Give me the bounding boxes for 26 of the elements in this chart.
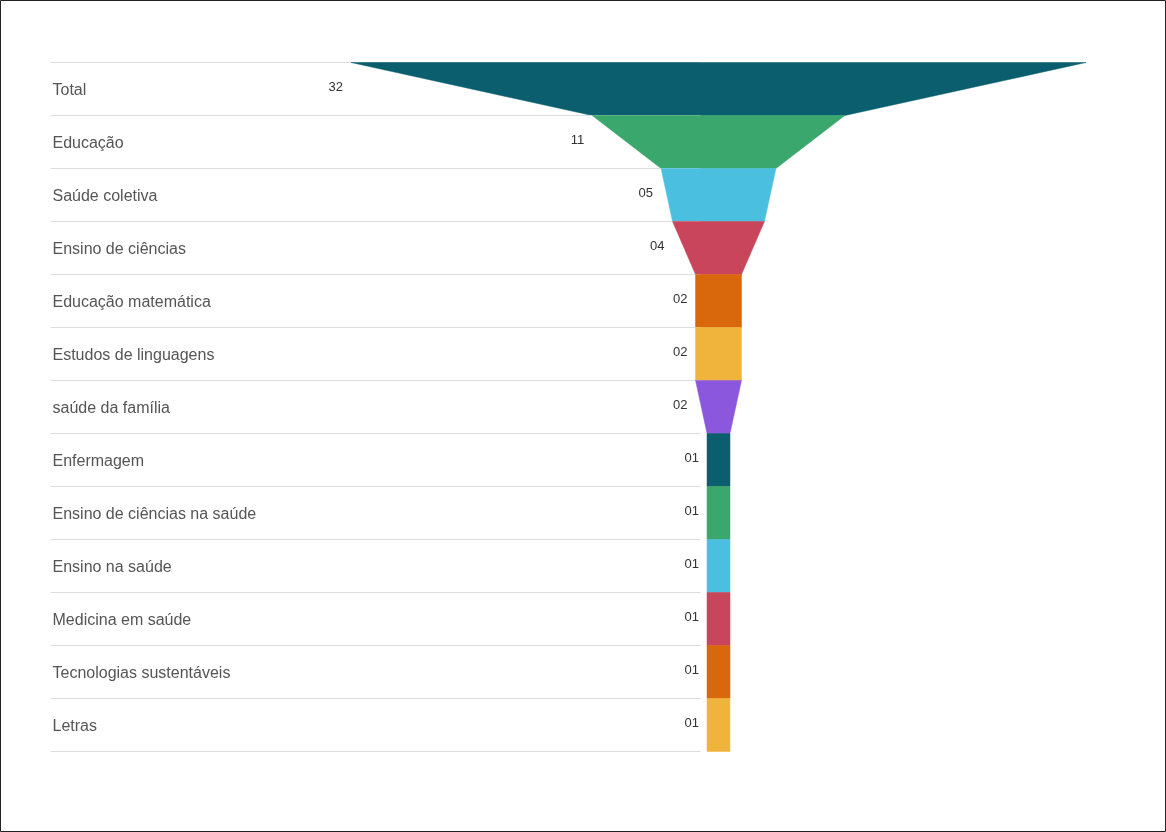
- data-label: 01: [684, 714, 700, 730]
- data-label: 01: [684, 502, 700, 518]
- category-label: Educação matemática: [52, 292, 211, 310]
- category-label: Tecnologias sustentáveis: [52, 663, 231, 681]
- data-label: 02: [673, 290, 688, 306]
- data-label: 01: [684, 555, 700, 571]
- category-label: Ensino na saúde: [52, 557, 172, 575]
- category-label: Enfermagem: [52, 451, 145, 469]
- category-label: Total: [52, 80, 87, 98]
- data-label: 01: [684, 661, 700, 677]
- category-label: Ensino de ciências: [52, 239, 186, 257]
- data-label: 01: [684, 608, 700, 624]
- data-label: 01: [684, 449, 700, 465]
- category-label: Letras: [52, 716, 97, 734]
- data-label: 04: [650, 237, 665, 253]
- category-label: Medicina em saúde: [52, 610, 192, 628]
- category-label: Saúde coletiva: [52, 186, 158, 204]
- data-label: 05: [638, 184, 654, 200]
- category-label: saúde da família: [52, 398, 171, 416]
- category-label: Estudos de linguagens: [52, 345, 215, 363]
- data-label: 02: [673, 396, 688, 412]
- category-label: Educação: [52, 133, 124, 151]
- category-label: Ensino de ciências na saúde: [52, 504, 257, 522]
- data-label: 02: [673, 343, 688, 359]
- data-label: 32: [328, 78, 344, 94]
- data-label: 11: [570, 131, 585, 147]
